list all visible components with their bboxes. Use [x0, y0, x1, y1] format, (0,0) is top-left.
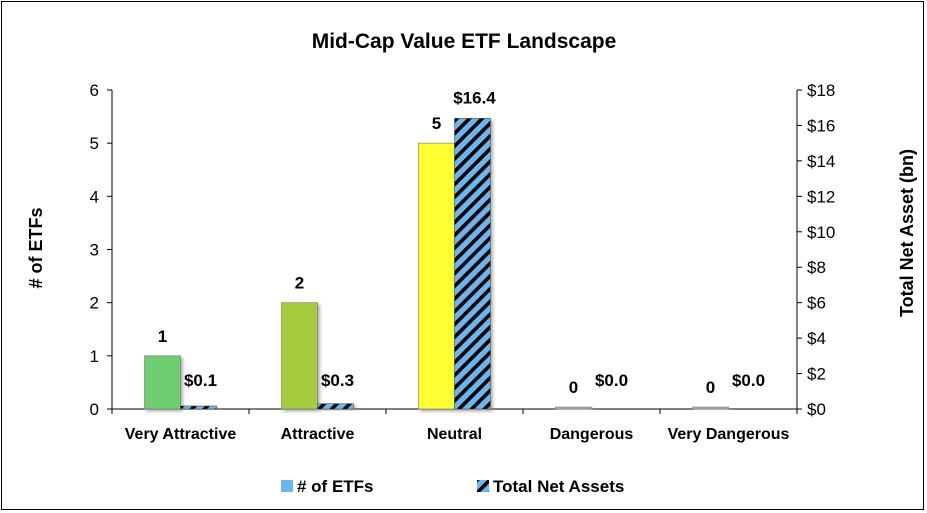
- bar-etf-count: [692, 406, 729, 410]
- y-left-tick-label: 5: [90, 134, 99, 153]
- y-left-tick-label: 3: [90, 241, 99, 260]
- x-category-label: Very Dangerous: [668, 426, 790, 443]
- data-label-total-net-assets: $0.1: [184, 371, 217, 390]
- bar-total-net-assets: [454, 118, 491, 410]
- y-right-tick-label: $2: [807, 365, 826, 384]
- bar-etf-count: [144, 355, 181, 410]
- x-category-label: Very Attractive: [125, 426, 237, 443]
- data-label-etf-count: 2: [295, 274, 304, 293]
- y-axis-left-label: # of ETFs: [26, 207, 46, 288]
- data-label-etf-count: 0: [569, 378, 578, 397]
- y-right-tick-label: $10: [807, 223, 835, 242]
- x-category-label: Neutral: [427, 426, 482, 443]
- y-left-tick-label: 1: [90, 347, 99, 366]
- bar-total-net-assets: [317, 403, 354, 410]
- legend-swatch-etf-count: [281, 480, 293, 492]
- y-left-tick-label: 2: [90, 294, 99, 313]
- bar-total-net-assets: [180, 405, 217, 410]
- legend-label-total-net-assets: Total Net Assets: [493, 477, 624, 496]
- y-right-tick-label: $8: [807, 258, 826, 277]
- legend-swatch-total-net-assets: [477, 480, 489, 492]
- y-right-tick-label: $12: [807, 187, 835, 206]
- y-left-tick-label: 4: [90, 187, 99, 206]
- y-right-tick-label: $4: [807, 329, 826, 348]
- bar-etf-count: [281, 302, 318, 410]
- y-left-tick-label: 6: [90, 81, 99, 100]
- y-right-tick-label: $16: [807, 116, 835, 135]
- y-right-tick-label: $18: [807, 81, 835, 100]
- y-right-tick-label: $6: [807, 294, 826, 313]
- data-label-total-net-assets: $0.3: [321, 371, 354, 390]
- data-label-etf-count: 1: [158, 327, 167, 346]
- x-category-label: Attractive: [281, 426, 355, 443]
- data-label-total-net-assets: $0.0: [732, 371, 765, 390]
- y-axis-right-label: Total Net Asset (bn): [897, 149, 917, 317]
- data-label-total-net-assets: $0.0: [595, 371, 628, 390]
- chart-title: Mid-Cap Value ETF Landscape: [312, 30, 617, 53]
- legend-label-etf-count: # of ETFs: [297, 477, 374, 496]
- bar-etf-count: [555, 406, 592, 410]
- y-left-tick-label: 0: [90, 400, 99, 419]
- y-right-tick-label: $0: [807, 400, 826, 419]
- data-label-etf-count: 5: [432, 114, 441, 133]
- x-category-label: Dangerous: [550, 426, 634, 443]
- y-right-tick-label: $14: [807, 152, 835, 171]
- data-label-total-net-assets: $16.4: [453, 88, 496, 107]
- bar-etf-count: [418, 142, 455, 410]
- data-label-etf-count: 0: [706, 378, 715, 397]
